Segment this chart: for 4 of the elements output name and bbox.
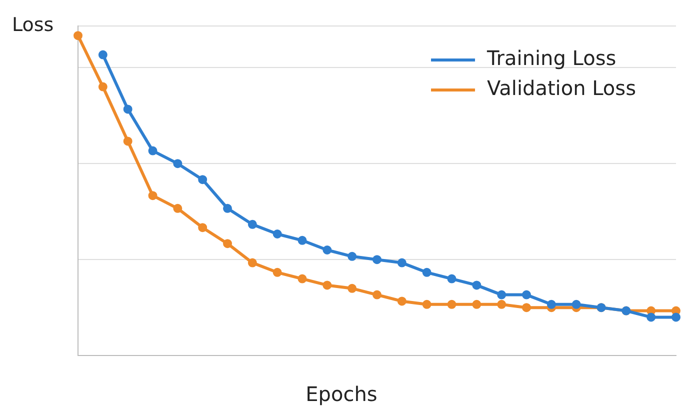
legend-label: Training Loss bbox=[486, 46, 616, 70]
x-axis-title: Epochs bbox=[304, 382, 378, 406]
legend-label: Validation Loss bbox=[487, 76, 636, 100]
y-axis-title: Loss bbox=[12, 14, 54, 36]
